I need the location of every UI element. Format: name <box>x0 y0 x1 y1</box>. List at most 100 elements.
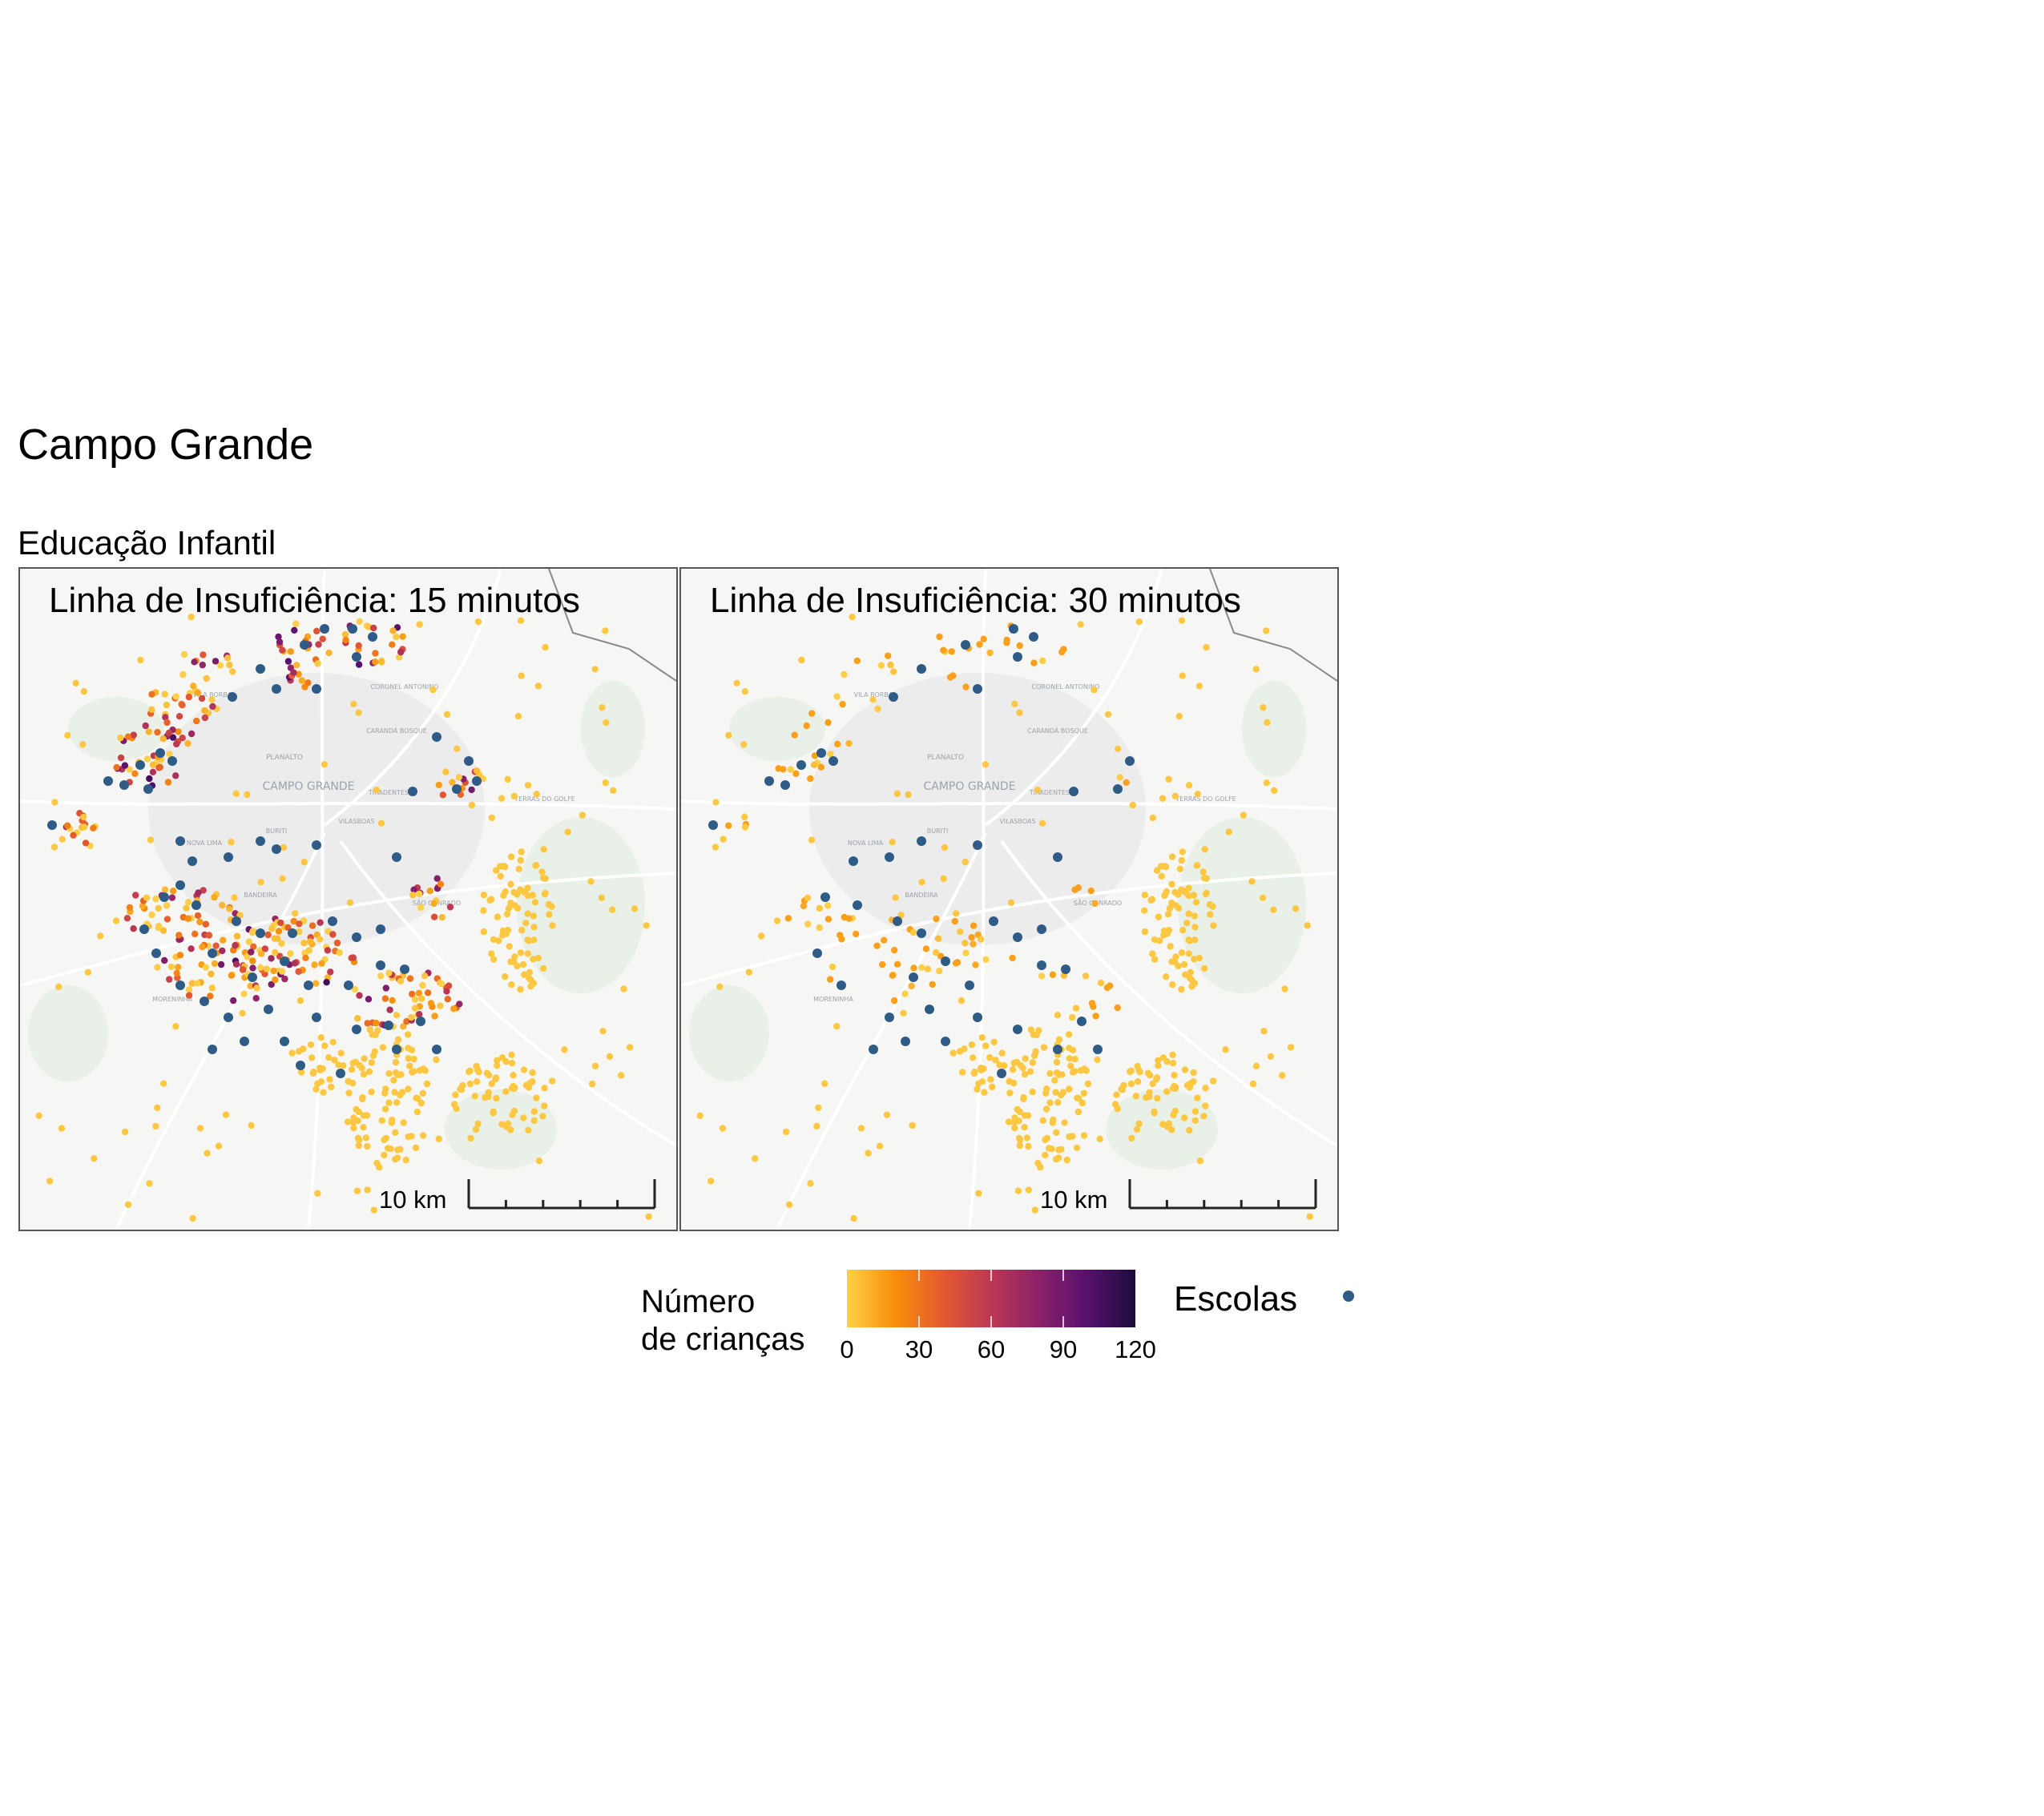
hexagon-cell <box>712 799 720 806</box>
hexagon-cell <box>472 1125 480 1133</box>
hexagon-cell <box>815 1104 822 1112</box>
hexagon-cell <box>435 1135 442 1142</box>
hexagon-cell <box>355 709 362 716</box>
hexagon-cell <box>1052 1089 1059 1096</box>
hexagon-cell <box>1159 1121 1167 1128</box>
hexagon-cell <box>145 728 152 735</box>
hexagon-cell <box>329 1038 337 1046</box>
hexagon-cell <box>1135 1120 1143 1127</box>
school-point <box>1037 924 1046 934</box>
school-point <box>135 760 145 770</box>
hexagon-cell <box>417 995 425 1002</box>
hexagon-cell <box>1202 1085 1209 1092</box>
hexagon-cell <box>381 1151 388 1159</box>
hexagon-cell <box>248 1121 255 1129</box>
hexagon-cell <box>1155 1057 1162 1064</box>
hexagon-cell <box>1009 954 1016 962</box>
hexagon-cell <box>1202 890 1210 898</box>
hexagon-cell <box>1175 904 1183 912</box>
hexagon-cell <box>1112 1101 1119 1108</box>
hexagon-cell <box>1201 846 1208 853</box>
hexagon-cell <box>208 985 216 992</box>
hexagon-cell <box>152 895 159 903</box>
hexagon-cell <box>337 1049 345 1057</box>
hexagon-cell <box>179 670 187 678</box>
hexagon-cell <box>291 626 298 634</box>
school-point <box>837 980 846 990</box>
basemap-road <box>968 569 987 1230</box>
hexagon-cell <box>354 1134 362 1142</box>
hexagon-cell <box>203 674 210 683</box>
hexagon-cell <box>410 1068 417 1075</box>
hexagon-cell <box>1135 618 1143 626</box>
hexagon-cell <box>268 925 276 932</box>
hexagon-cell <box>808 710 816 717</box>
hexagon-cell <box>816 924 823 932</box>
school-point <box>1013 652 1022 662</box>
hexagon-cell <box>506 943 513 950</box>
hexagon-cell <box>278 968 286 975</box>
hexagon-cell <box>740 741 748 748</box>
hexagon-cell <box>1225 828 1232 836</box>
hexagon-cell <box>296 920 303 928</box>
hexagon-cell <box>229 668 236 675</box>
hexagon-cell <box>1059 1089 1067 1096</box>
hexagon-cell <box>972 961 979 968</box>
hexagon-cell <box>1185 950 1192 957</box>
basemap-place-label: TERRAS DO GOLFE <box>514 795 574 803</box>
hexagon-cell <box>417 1099 425 1107</box>
basemap-place-label: PLANALTO <box>266 754 303 762</box>
school-point-key <box>1343 1291 1354 1302</box>
hexagon-cell <box>1153 867 1161 874</box>
school-point <box>925 1005 934 1014</box>
hexagon-cell <box>112 917 120 924</box>
hexagon-cell <box>406 975 414 982</box>
hexagon-cell <box>276 638 284 646</box>
hexagon-cell <box>602 779 609 787</box>
hexagon-cell <box>524 782 532 789</box>
hexagon-cell <box>889 972 896 979</box>
hexagon-cell <box>1017 1061 1024 1069</box>
hexagon-cell <box>524 950 531 957</box>
hexagon-cell <box>252 995 260 1002</box>
hexagon-cell <box>173 740 180 747</box>
school-point <box>416 1017 425 1026</box>
hexagon-cell <box>402 1156 409 1164</box>
school-point <box>167 756 177 766</box>
school-point <box>312 840 321 850</box>
hexagon-cell <box>741 813 748 821</box>
hexagon-cell <box>284 658 292 665</box>
hexagon-cell <box>817 763 824 771</box>
hexagon-cell <box>154 964 161 971</box>
hexagon-cell <box>517 949 525 956</box>
hexagon-cell <box>1203 643 1210 651</box>
hexagon-cell <box>378 1117 385 1124</box>
school-point <box>997 1069 1006 1078</box>
hexagon-cell <box>1069 1046 1077 1053</box>
hexagon-cell <box>191 658 198 666</box>
school-point <box>300 640 309 650</box>
hexagon-cell <box>1071 1055 1078 1063</box>
hexagon-cell <box>148 911 155 919</box>
school-point <box>392 852 401 862</box>
hexagon-cell <box>451 1101 458 1108</box>
hexagon-cell <box>163 902 171 909</box>
hexagon-cell <box>643 922 650 929</box>
hexagon-cell <box>146 1180 153 1187</box>
hexagon-cell <box>317 1034 325 1041</box>
hexagon-cell <box>320 1089 327 1096</box>
school-point <box>885 852 894 862</box>
hexagon-cell <box>1156 937 1163 944</box>
school-point <box>155 748 165 758</box>
hexagon-cell <box>837 932 844 939</box>
hexagon-cell <box>971 1068 978 1076</box>
hexagon-cell <box>561 1046 568 1053</box>
hexagon-cell <box>1178 856 1185 864</box>
hexagon-cell <box>1185 892 1192 900</box>
school-point <box>272 684 281 694</box>
hexagon-cell <box>1094 1056 1101 1064</box>
hexagon-cell <box>541 1085 548 1092</box>
hexagon-cell <box>247 982 254 990</box>
school-point <box>432 732 441 742</box>
hexagon-cell <box>787 766 794 773</box>
